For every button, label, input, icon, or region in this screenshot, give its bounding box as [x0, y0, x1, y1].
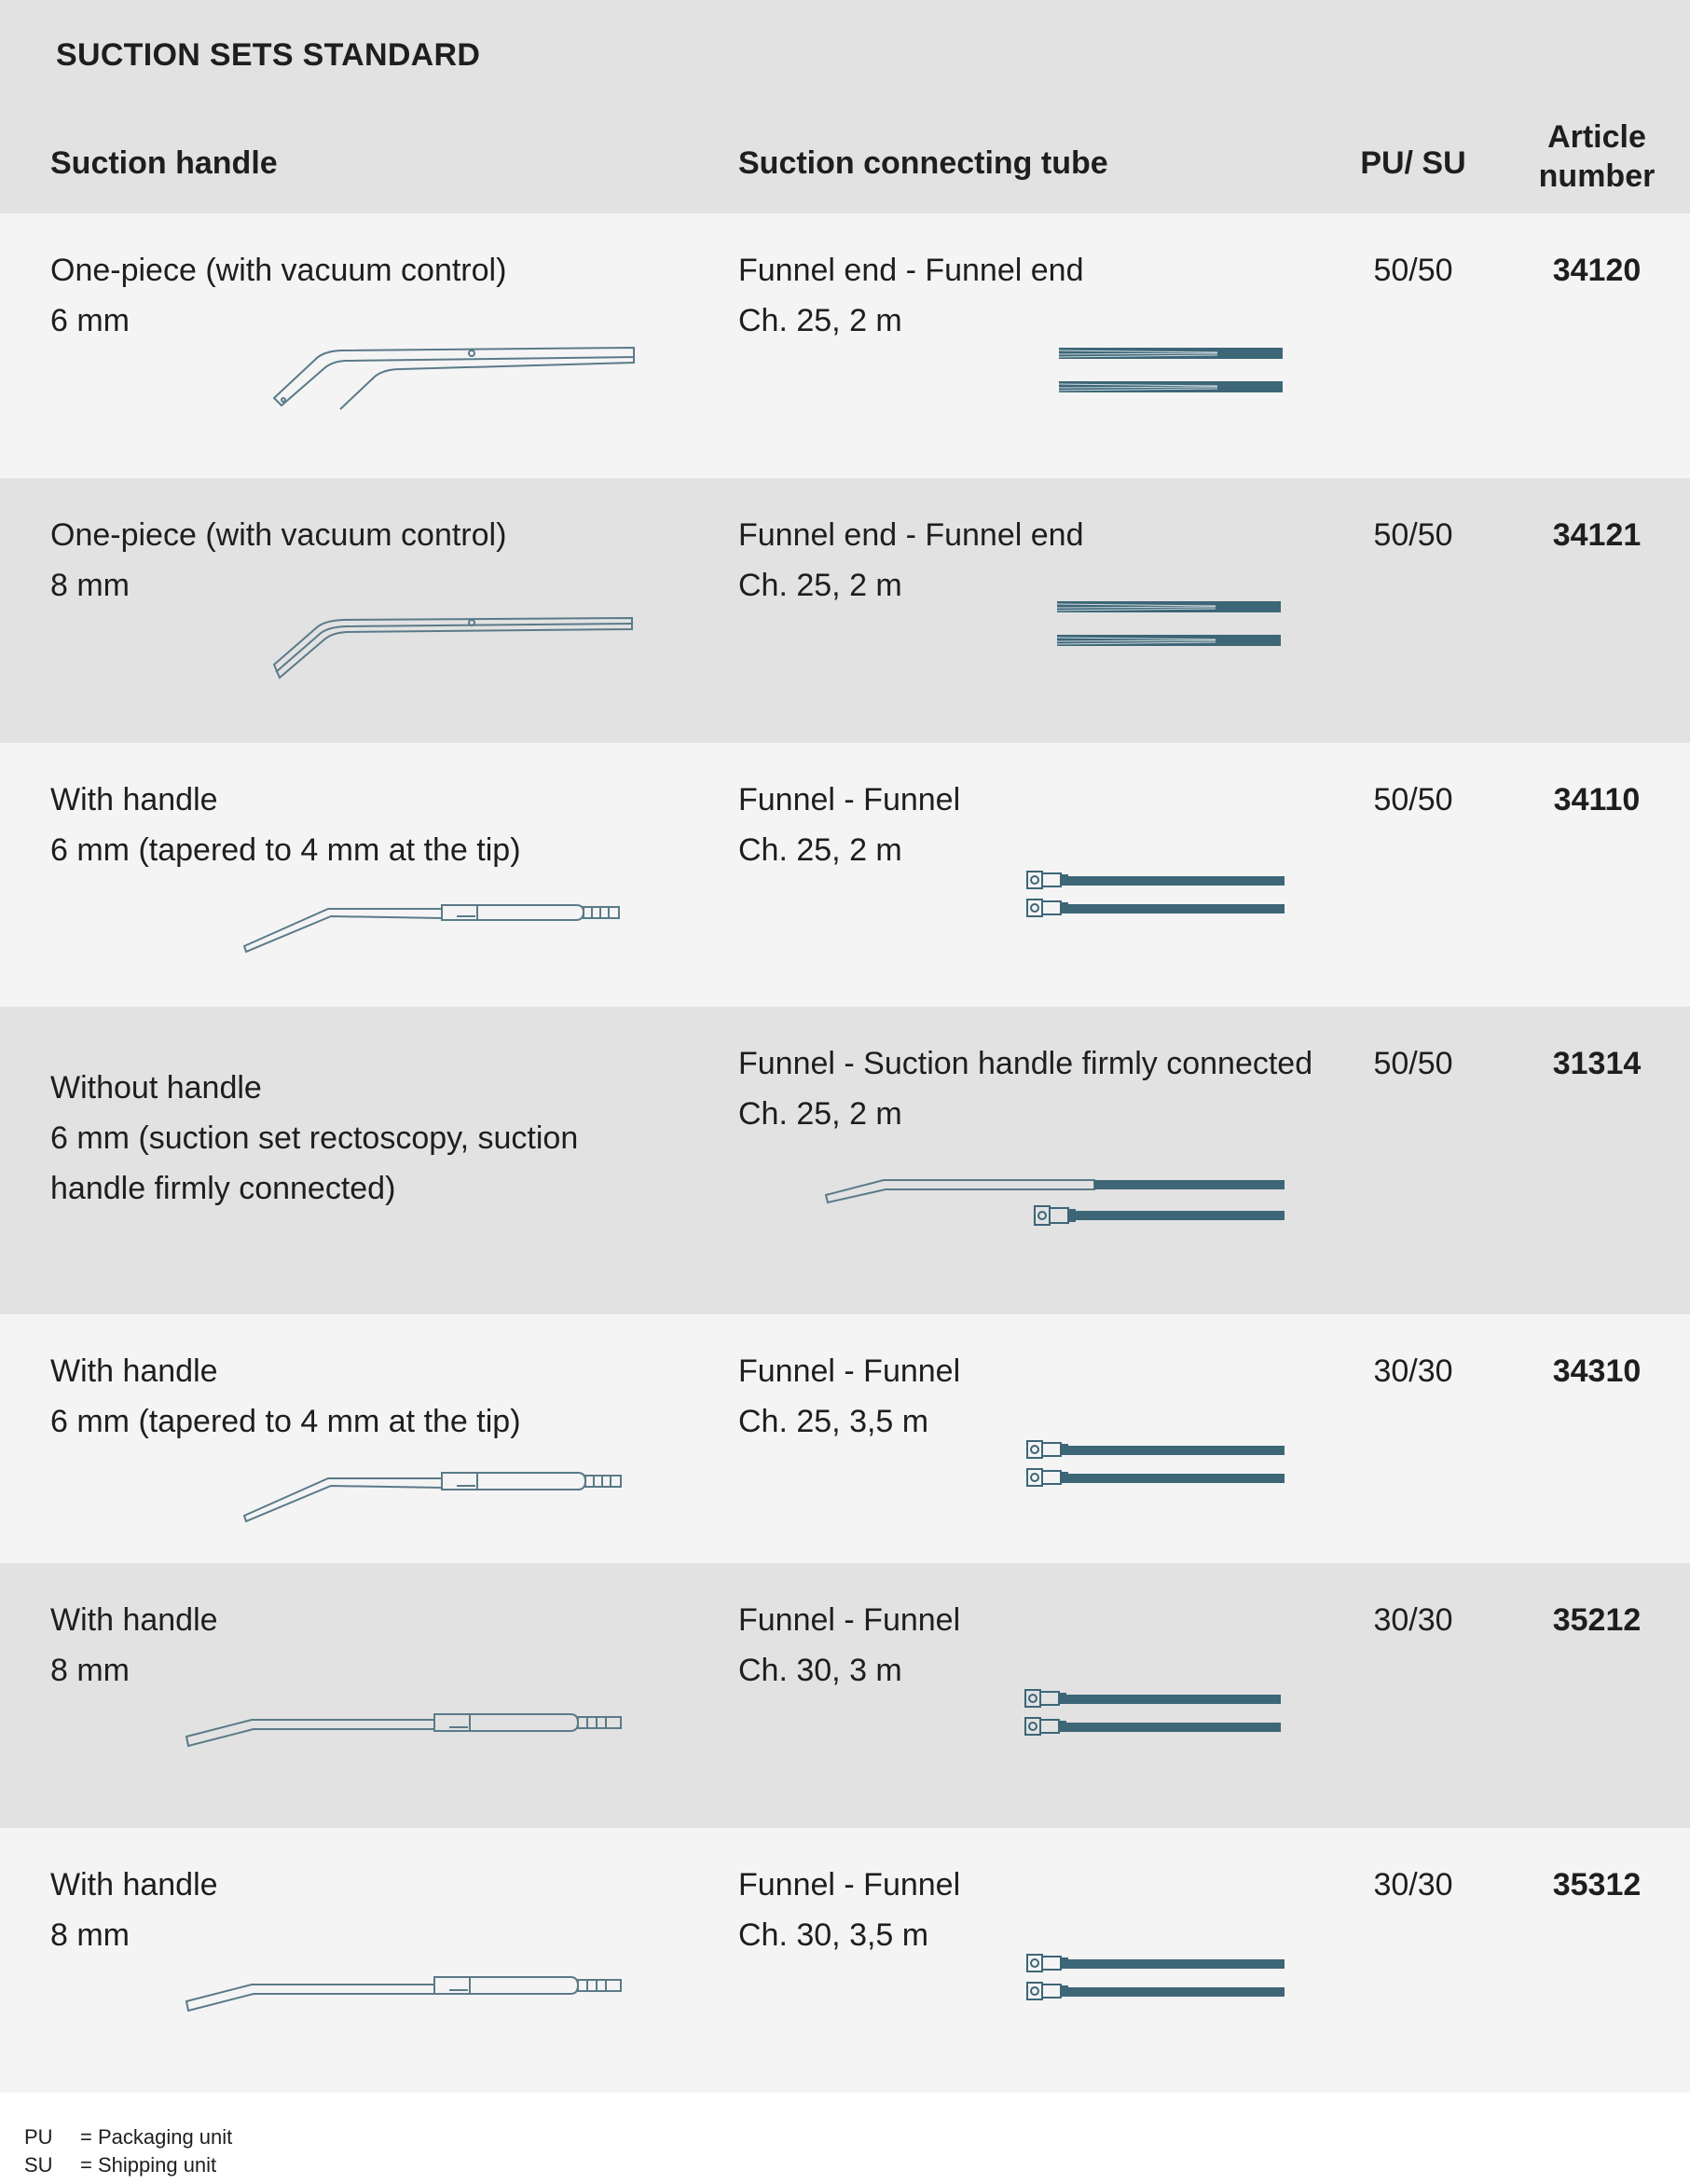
- handle-description: Without handle 6 mm (suction set rectosc…: [50, 1070, 579, 1206]
- column-header-article: Article number: [1538, 119, 1656, 194]
- funnel-tube-icon: [1026, 1954, 1285, 2000]
- connected-tube-icon: [824, 1179, 1285, 1226]
- column-header-tube: Suction connecting tube: [738, 145, 1108, 181]
- article-number: 35212: [1552, 1602, 1642, 1638]
- table-row: With handle 8 mm Funnel - Funnel Ch. 30,…: [0, 1563, 1690, 1828]
- table-row: One-piece (with vacuum control) 6 mm Fun…: [0, 213, 1690, 478]
- suction-handle-icon: [242, 904, 620, 954]
- suction-handle-icon: [242, 1472, 622, 1523]
- column-header-handle: Suction handle: [50, 145, 278, 181]
- legend-desc: = Packaging unit: [80, 2125, 233, 2149]
- one-piece-handle-icon: [272, 346, 635, 410]
- funnel-end-tube-icon: [1058, 348, 1283, 392]
- legend-desc: = Shipping unit: [80, 2153, 217, 2177]
- suction-handle-icon: [185, 1976, 622, 2012]
- pu-su-value: 30/30: [1373, 1353, 1453, 1389]
- handle-description: One-piece (with vacuum control) 8 mm: [50, 517, 507, 603]
- handle-description: With handle 6 mm (tapered to 4 mm at the…: [50, 1353, 521, 1439]
- handle-description: With handle 6 mm (tapered to 4 mm at the…: [50, 782, 521, 868]
- article-number: 34310: [1552, 1353, 1642, 1389]
- funnel-tube-icon: [1024, 1689, 1281, 1736]
- tube-description: Funnel - Funnel Ch. 30, 3 m: [738, 1602, 961, 1688]
- pu-su-value: 30/30: [1373, 1602, 1453, 1638]
- handle-description: One-piece (with vacuum control) 6 mm: [50, 253, 507, 338]
- table-row: One-piece (with vacuum control) 8 mm Fun…: [0, 478, 1690, 743]
- article-number: 34120: [1552, 253, 1642, 288]
- article-number: 31314: [1552, 1046, 1642, 1081]
- pu-su-value: 50/50: [1373, 253, 1453, 288]
- suction-handle-icon: [185, 1713, 622, 1748]
- article-number: 34110: [1553, 782, 1641, 817]
- funnel-tube-icon: [1026, 871, 1285, 917]
- funnel-end-tube-icon: [1056, 601, 1281, 646]
- table-row: Without handle 6 mm (suction set rectosc…: [0, 1007, 1690, 1314]
- tube-description: Funnel end - Funnel end Ch. 25, 2 m: [738, 253, 1084, 338]
- handle-description: With handle 8 mm: [50, 1867, 218, 1953]
- funnel-tube-icon: [1026, 1440, 1285, 1487]
- table-row: With handle 6 mm (tapered to 4 mm at the…: [0, 1314, 1690, 1563]
- table-header: SUCTION SETS STANDARD Suction handle Suc…: [0, 0, 1690, 213]
- tube-description: Funnel - Funnel Ch. 25, 2 m: [738, 782, 961, 868]
- column-header-pu-su: PU/ SU: [1360, 145, 1466, 181]
- one-piece-handle-icon: [272, 616, 633, 680]
- pu-su-value: 50/50: [1373, 782, 1453, 817]
- pu-cell-highlight: [1321, 743, 1690, 1007]
- legend-su: SU = Shipping unit: [24, 2151, 216, 2179]
- pu-su-value: 50/50: [1373, 517, 1453, 553]
- tube-description: Funnel - Funnel Ch. 30, 3,5 m: [738, 1867, 961, 1953]
- table-row: With handle 8 mm Funnel - Funnel Ch. 30,…: [0, 1828, 1690, 2093]
- tube-description: Funnel end - Funnel end Ch. 25, 2 m: [738, 517, 1084, 603]
- article-number: 35312: [1552, 1867, 1642, 1902]
- legend-abbr: SU: [24, 2153, 53, 2177]
- handle-description: With handle 8 mm: [50, 1602, 218, 1688]
- legend-abbr: PU: [24, 2125, 53, 2149]
- legend-pu: PU = Packaging unit: [24, 2123, 232, 2151]
- tube-description: Funnel - Funnel Ch. 25, 3,5 m: [738, 1353, 961, 1439]
- tube-description: Funnel - Suction handle firmly connected…: [738, 1046, 1313, 1132]
- pu-su-value: 30/30: [1373, 1867, 1453, 1902]
- section-title: SUCTION SETS STANDARD: [56, 37, 481, 73]
- article-number: 34121: [1552, 517, 1642, 553]
- pu-su-value: 50/50: [1373, 1046, 1453, 1081]
